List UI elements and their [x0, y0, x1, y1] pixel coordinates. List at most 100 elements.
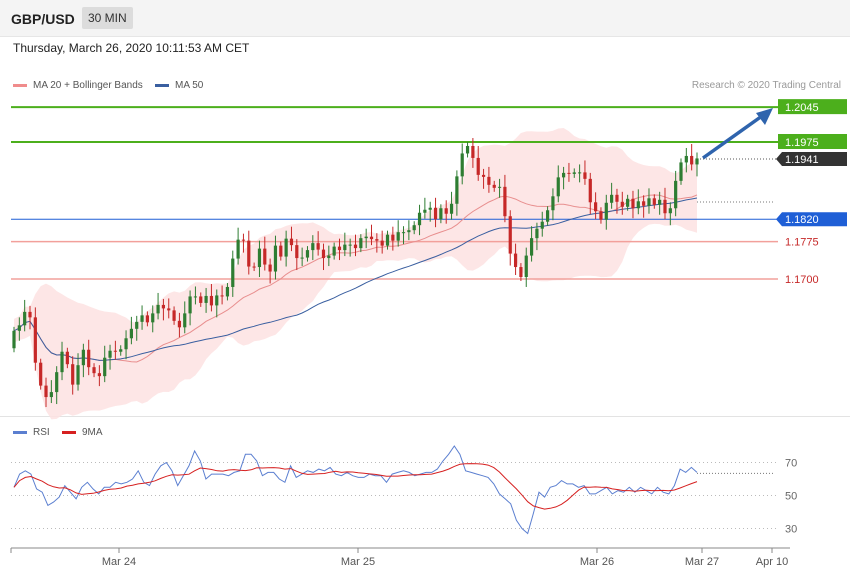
candle-body	[193, 296, 198, 298]
candle-body	[241, 239, 246, 241]
candle-body	[289, 238, 294, 246]
candle-body	[87, 349, 91, 368]
candle-body	[113, 350, 117, 352]
candle-body	[433, 207, 438, 220]
candle-body	[337, 246, 342, 251]
candle-body	[327, 255, 331, 259]
candle-body	[615, 194, 619, 202]
candle-body	[236, 239, 240, 259]
candle-body	[508, 216, 512, 254]
candle-body	[156, 304, 160, 314]
candle-body	[348, 244, 352, 246]
candle-body	[257, 248, 262, 268]
x-tick-label: Mar 24	[102, 556, 136, 568]
legend-rsi: RSI	[13, 427, 50, 438]
level-label-1-1941: 1.1941	[785, 154, 819, 166]
chart-header: GBP/USD 30 MIN	[0, 0, 850, 37]
candle-body	[572, 172, 576, 174]
candle-body	[359, 238, 363, 249]
interval-button[interactable]: 30 MIN	[82, 7, 133, 29]
candle-body	[23, 311, 27, 326]
candle-body	[65, 351, 69, 365]
candle-body	[76, 365, 80, 385]
candle-body	[60, 351, 64, 373]
candle-body	[188, 296, 192, 314]
x-tick-label: Mar 27	[685, 556, 719, 568]
ma20-swatch	[13, 84, 27, 87]
candle-body	[263, 248, 267, 265]
candle-body	[620, 201, 624, 207]
credit-text: Research © 2020 Trading Central	[691, 80, 841, 91]
level-label-1-2045: 1.2045	[785, 102, 819, 114]
candle-body	[380, 240, 384, 246]
candle-body	[503, 186, 507, 217]
x-tick-label: Mar 26	[580, 556, 614, 568]
legend-ma20: MA 20 + Bollinger Bands	[13, 80, 143, 91]
level-badge-1-1941	[776, 151, 847, 166]
candle-body	[396, 232, 400, 241]
candle-body	[658, 199, 662, 205]
candle-body	[103, 357, 107, 377]
candle-body	[81, 349, 85, 366]
candle-body	[636, 201, 640, 209]
candle-body	[375, 239, 379, 241]
level-badge-1-1975	[778, 134, 847, 149]
candle-body	[567, 172, 571, 174]
candle-body	[684, 155, 688, 163]
candle-body	[364, 236, 368, 239]
candle-body	[17, 325, 21, 331]
candle-body	[225, 286, 230, 297]
candle-body	[332, 246, 336, 256]
rsi-level-label-70: 70	[785, 458, 797, 470]
candle-body	[145, 315, 149, 323]
candle-body	[199, 296, 203, 303]
bollinger-band	[14, 128, 697, 420]
candle-body	[529, 238, 534, 256]
rsi-ma-swatch	[62, 431, 76, 434]
candle-body	[604, 202, 608, 220]
candle-body	[556, 177, 560, 197]
legend-ma50: MA 50	[155, 80, 203, 91]
candle-body	[391, 234, 395, 241]
candle-body	[407, 230, 411, 233]
level-badge-1-2045	[778, 99, 847, 115]
candle-body	[12, 330, 16, 349]
candle-body	[268, 264, 272, 272]
candle-body	[204, 295, 208, 303]
candle-body	[108, 350, 112, 358]
candle-body	[177, 320, 182, 328]
x-tick-label: Apr 10	[756, 556, 788, 568]
legend-rsi-ma-label: 9MA	[82, 427, 103, 438]
candle-body	[33, 317, 37, 363]
candle-body	[487, 176, 491, 185]
candle-body	[71, 364, 75, 385]
candle-body	[594, 202, 598, 212]
candle-body	[55, 372, 59, 393]
candle-body	[140, 315, 144, 322]
candle-body	[492, 184, 496, 188]
candle-body	[49, 392, 53, 398]
candle-body	[599, 211, 603, 220]
candle-body	[460, 153, 464, 177]
candle-body	[401, 232, 406, 234]
candle-body	[129, 328, 133, 339]
candle-body	[209, 295, 214, 306]
instrument-title: GBP/USD	[11, 11, 75, 27]
legend-rsi-ma: 9MA	[62, 427, 103, 438]
candle-body	[311, 243, 315, 251]
candle-body	[631, 198, 635, 209]
candle-body	[439, 208, 443, 220]
level-label-1-1820: 1.1820	[785, 214, 819, 226]
candle-body	[119, 349, 123, 352]
candle-body	[215, 295, 219, 306]
candle-body	[465, 145, 470, 154]
candle-body	[674, 180, 678, 209]
candle-body	[305, 250, 310, 258]
candle-body	[172, 310, 176, 321]
ma50-line	[13, 197, 698, 361]
candle-body	[663, 199, 667, 214]
rsi-line	[13, 445, 698, 535]
candle-body	[476, 157, 480, 175]
candle-body	[545, 210, 550, 222]
